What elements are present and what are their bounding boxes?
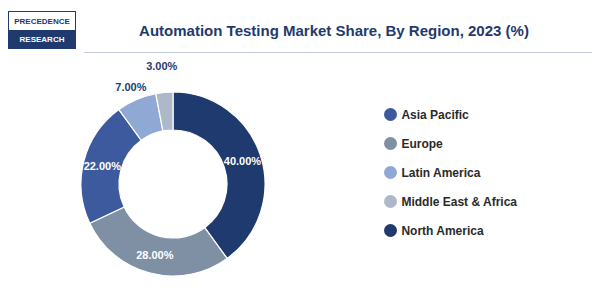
svg-text:40.00%: 40.00% xyxy=(224,155,262,167)
html-text:Europe: Europe xyxy=(401,136,443,151)
html-text:RESEARCH: RESEARCH xyxy=(19,34,65,44)
html-text:Latin America: Latin America xyxy=(401,165,481,180)
html-text:Asia Pacific: Asia Pacific xyxy=(401,107,469,122)
html-text:PRECEDENCE: PRECEDENCE xyxy=(14,16,70,26)
svg-text:7.00%: 7.00% xyxy=(115,81,146,93)
svg-text:3.00%: 3.00% xyxy=(146,60,177,72)
svg-text:22.00%: 22.00% xyxy=(84,160,122,172)
html-text:Automation Testing Market Shar: Automation Testing Market Share, By Regi… xyxy=(139,21,529,39)
svg-text:28.00%: 28.00% xyxy=(136,249,174,261)
html-text:Middle East & Africa: Middle East & Africa xyxy=(401,194,517,209)
html-text:North America: North America xyxy=(401,223,484,238)
